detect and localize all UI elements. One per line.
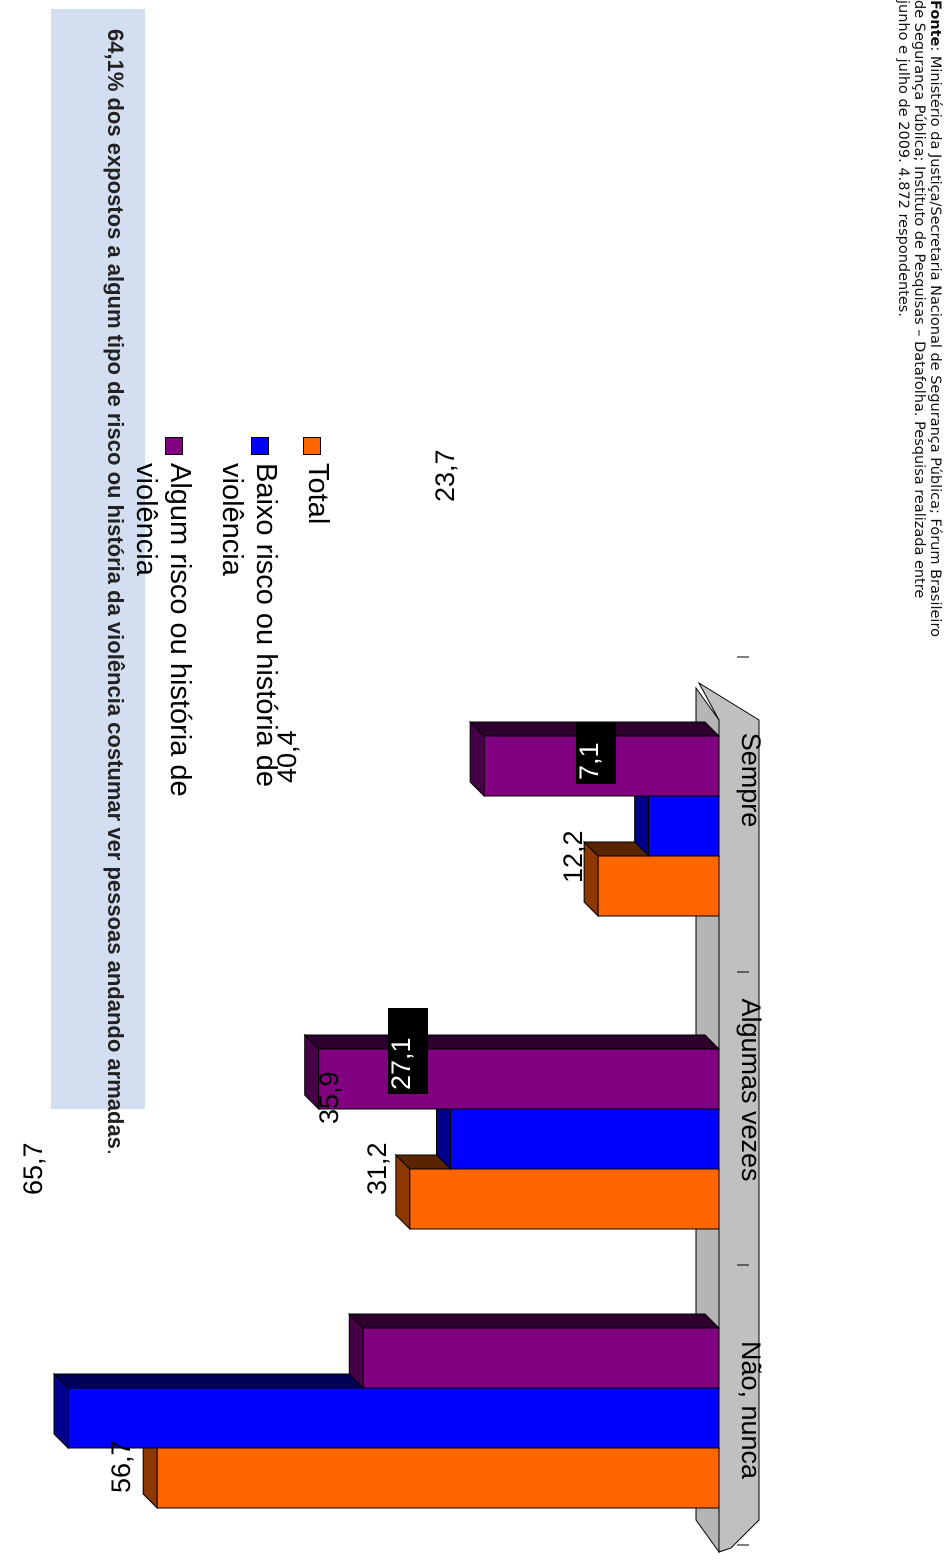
legend-item-algum-risco: Algum risco ou história de violência: [129, 437, 197, 803]
data-label-sempre-algum-risco: 23,7: [430, 449, 460, 502]
data-label-bg-sempre-baixo-risco: [576, 722, 616, 784]
bar-nao-nunca-baixo-risco: [67, 1387, 720, 1449]
data-label-bg-algumas-vezes-baixo-risco: [388, 1008, 428, 1094]
data-label-algumas-vezes-total: 31,2: [362, 1142, 392, 1195]
source-label: Fonte: [927, 0, 943, 47]
bar-sempre-total: [597, 855, 720, 917]
bar-nao-nunca-total: [156, 1447, 720, 1509]
legend-item-baixo-risco: Baixo risco ou história de violência: [215, 437, 283, 803]
title-period: .: [103, 1148, 128, 1156]
category-label-sempre: Sempre: [736, 733, 766, 828]
data-label-nao-nunca-algum-risco: 35,9: [314, 1071, 344, 1124]
data-label-sempre-baixo-risco: 7,1: [574, 742, 604, 780]
bar-nao-nunca-algum-risco: [362, 1327, 720, 1389]
legend-label-total: Total: [302, 463, 334, 525]
legend-swatch-algum-risco: [165, 437, 183, 455]
bar-algumas-vezes-algum-risco: [318, 1048, 720, 1110]
chart-legend: Total Baixo risco ou história de violênc…: [111, 437, 335, 803]
bar-sempre-baixo-risco: [648, 795, 720, 857]
bar-side-algumas-vezes-algum-risco: [303, 1034, 721, 1050]
legend-swatch-baixo-risco: [251, 437, 269, 455]
bar-side-nao-nunca-algum-risco: [348, 1313, 721, 1329]
data-label-algumas-vezes-algum-risco: 40,4: [272, 730, 302, 783]
data-label-nao-nunca-total: 56,7: [106, 1440, 136, 1493]
category-label-nao-nunca: Não, nunca: [736, 1341, 766, 1480]
source-text: : Ministério da Justiça/Secretaria Nacio…: [895, 0, 943, 637]
legend-item-total: Total: [301, 437, 335, 803]
bar-algumas-vezes-total: [409, 1168, 720, 1230]
bar-algumas-vezes-baixo-risco: [449, 1108, 720, 1170]
legend-label-baixo-risco: Baixo risco ou história de violência: [216, 463, 282, 787]
data-label-sempre-total: 12,2: [558, 830, 588, 883]
legend-swatch-total: [303, 437, 321, 455]
category-label-algumas-vezes: Algumas vezes: [736, 998, 766, 1181]
legend-label-algum-risco: Algum risco ou história de violência: [130, 463, 196, 797]
source-note: Fonte: Ministério da Justiça/Secretaria …: [895, 0, 943, 640]
data-label-algumas-vezes-baixo-risco: 27,1: [386, 1037, 416, 1090]
data-label-nao-nunca-baixo-risco: 65,7: [18, 1142, 48, 1195]
